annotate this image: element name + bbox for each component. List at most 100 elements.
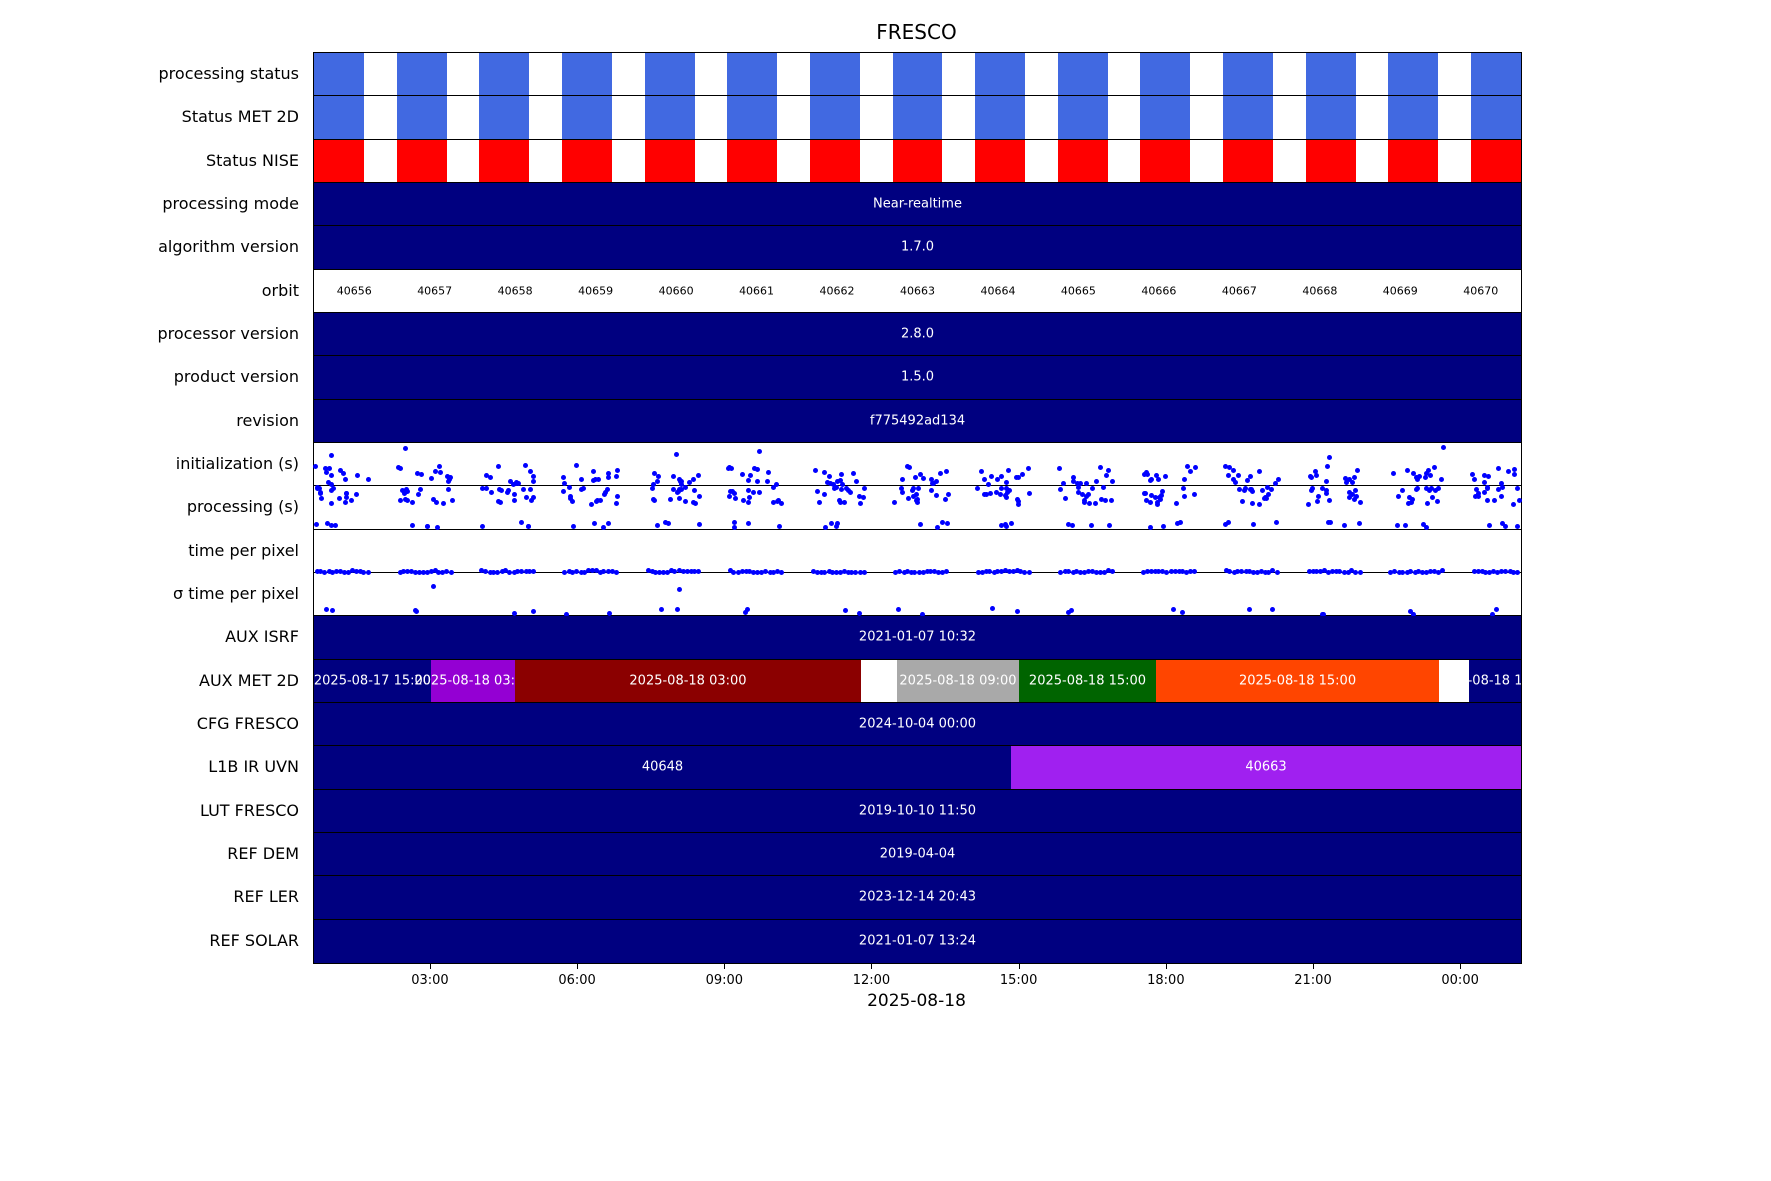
status-block — [892, 96, 943, 139]
scatter-dot — [834, 479, 840, 485]
scatter-dot — [1077, 569, 1083, 575]
scatter-dot — [1235, 473, 1241, 479]
scatter-dot — [1394, 522, 1400, 528]
scatter-dot — [614, 473, 620, 479]
scatter-dot — [750, 489, 756, 495]
scatter-dot — [995, 568, 1001, 574]
scatter-dot — [1148, 493, 1154, 499]
scatter-dot — [1007, 568, 1013, 574]
scatter-dot — [983, 569, 989, 575]
scatter-dot — [842, 500, 848, 506]
scatter-dot — [989, 473, 995, 479]
scatter-dot — [1245, 478, 1251, 484]
scatter-dot — [856, 494, 862, 500]
scatter-dot — [690, 477, 696, 483]
scatter-dot — [592, 520, 598, 526]
scatter-dot — [1082, 500, 1088, 506]
scatter-dot — [1075, 485, 1081, 491]
scatter-dot — [743, 610, 749, 616]
scatter-dot — [1507, 568, 1513, 574]
scatter-dot — [979, 468, 985, 474]
scatter-dot — [526, 568, 532, 574]
scatter-dot — [338, 467, 344, 473]
x-tick-label: 21:00 — [1294, 973, 1332, 988]
scatter-dot — [1430, 495, 1436, 501]
status-block — [1057, 96, 1108, 139]
scatter-dot — [586, 568, 592, 574]
scatter-dot — [1013, 475, 1019, 481]
status-block — [1305, 53, 1356, 96]
scatter-dot — [429, 476, 435, 482]
scatter-dot — [935, 524, 941, 530]
scatter-dot — [745, 520, 751, 526]
status-block — [1388, 53, 1439, 96]
scatter-dot — [913, 492, 919, 498]
scatter-dot — [1274, 520, 1280, 526]
status-block — [975, 53, 1026, 96]
y-label-processing-s: processing (s) — [186, 497, 299, 517]
scatter-dot — [1415, 476, 1421, 482]
scatter-dot — [1350, 491, 1356, 497]
scatter-dot — [682, 498, 688, 504]
scatter-dot — [932, 569, 938, 575]
scatter-dot — [1160, 524, 1166, 530]
scatter-dot — [892, 570, 898, 576]
scatter-dot — [1276, 476, 1282, 482]
scatter-dot — [415, 491, 421, 497]
scatter-dot — [837, 478, 843, 484]
scatter-dot — [1315, 498, 1321, 504]
scatter-dot — [1325, 570, 1331, 576]
scatter-dot — [1264, 484, 1270, 490]
scatter-dot — [1472, 493, 1478, 499]
segment-2025-08-18-03-00 — [430, 659, 515, 702]
scatter-dot — [696, 493, 702, 499]
scatter-dot — [928, 477, 934, 483]
scatter-dot — [598, 498, 603, 504]
scatter-dot — [333, 569, 339, 575]
scatter-dot — [1188, 468, 1194, 474]
scatter-dot — [906, 496, 912, 501]
scatter-dot — [1411, 612, 1417, 618]
scatter-dot — [1191, 568, 1197, 574]
status-block — [892, 139, 943, 182]
scatter-dot — [1436, 569, 1442, 575]
scatter-dot — [1494, 607, 1500, 613]
scatter-dot — [1144, 472, 1150, 478]
scatter-dot — [1006, 468, 1012, 474]
scatter-dot — [581, 486, 587, 492]
scatter-dot — [594, 497, 600, 503]
scatter-dot — [1500, 521, 1506, 527]
orbit-number: 40657 — [417, 284, 453, 298]
scatter-dot — [1485, 473, 1491, 479]
scatter-dot — [1178, 520, 1184, 526]
scatter-dot — [745, 499, 751, 505]
orbit-number: 40665 — [1060, 284, 1096, 298]
scatter-dot — [314, 485, 320, 491]
scatter-dot — [861, 569, 867, 575]
scatter-dot — [1260, 488, 1266, 494]
scatter-dot — [1007, 487, 1013, 493]
scatter-dot — [1511, 467, 1517, 473]
segment-label: 2.8.0 — [900, 326, 935, 342]
scatter-dot — [601, 569, 607, 575]
scatter-dot — [1305, 501, 1311, 507]
scatter-dot — [838, 486, 844, 492]
scatter-dot — [1225, 473, 1231, 479]
scatter-dot — [853, 479, 859, 485]
scatter-dot — [1248, 487, 1254, 493]
scatter-dot — [397, 569, 403, 575]
scatter-dot — [1246, 607, 1252, 613]
scatter-dot — [830, 482, 836, 488]
status-block — [396, 53, 447, 96]
scatter-dot — [433, 469, 439, 475]
scatter-dot — [1070, 570, 1076, 575]
row-time-per-pixel — [314, 530, 1521, 576]
scatter-dot — [843, 485, 849, 491]
scatter-dot — [1062, 496, 1068, 502]
scatter-dot — [615, 468, 621, 474]
y-label-ref-dem: REF DEM — [227, 844, 299, 863]
scatter-dot — [1176, 568, 1182, 574]
scatter-dot — [945, 492, 951, 498]
scatter-dot — [1156, 495, 1162, 501]
scatter-dot — [1009, 521, 1015, 527]
